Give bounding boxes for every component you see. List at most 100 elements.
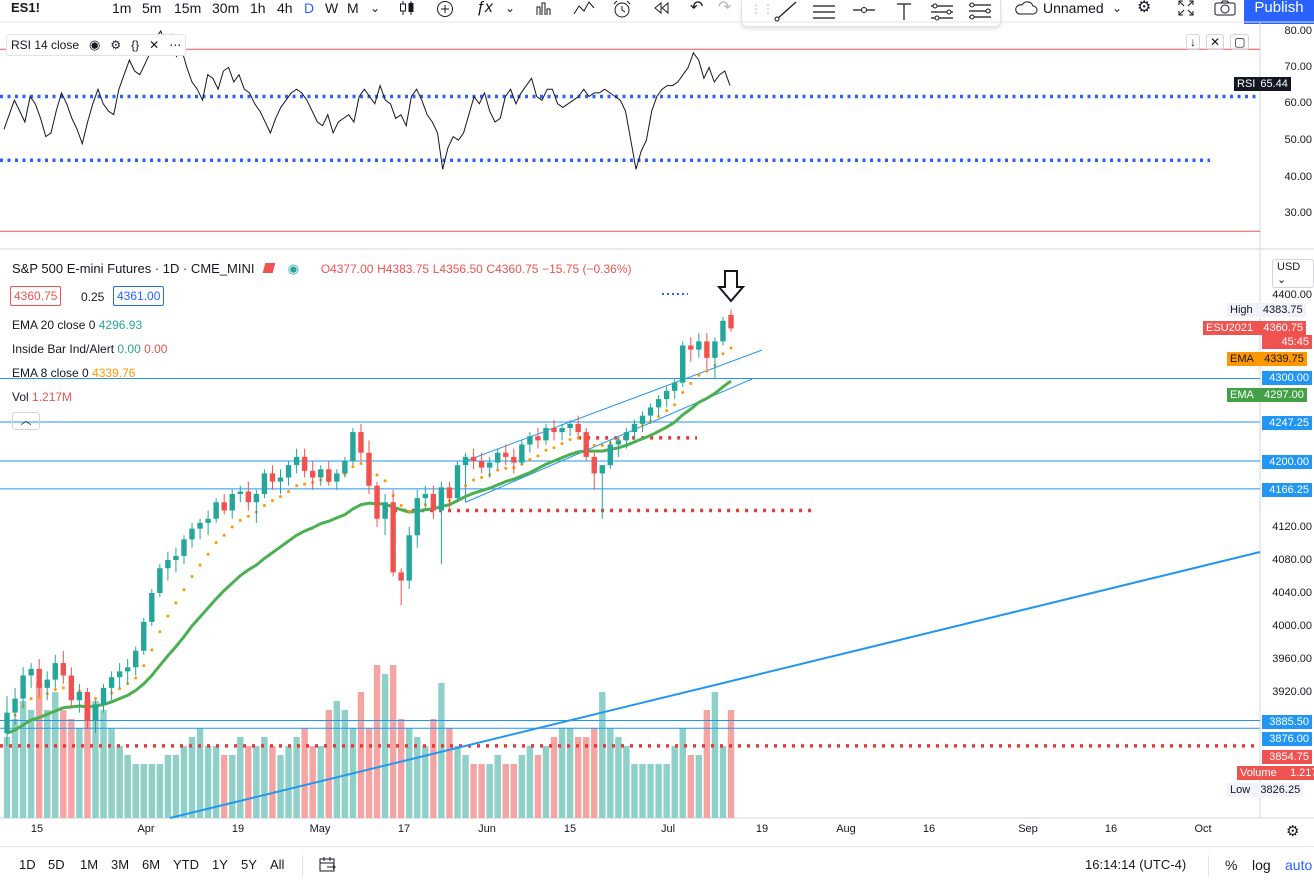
interval-m[interactable]: M	[347, 0, 359, 16]
vertical-line-icon[interactable]	[890, 0, 918, 24]
date-range-icon[interactable]	[319, 857, 337, 876]
volume-bar	[647, 764, 654, 818]
volume-bar	[19, 701, 27, 818]
ema8-point	[359, 461, 363, 465]
volume-bar	[462, 755, 469, 818]
hotlist-icon[interactable]	[573, 0, 595, 18]
candle-body	[543, 428, 549, 441]
maximize-pane-icon[interactable]: ▢	[1230, 34, 1250, 50]
interval-30m[interactable]: 30m	[212, 0, 240, 16]
close-pane-icon[interactable]: ✕	[1206, 34, 1225, 50]
indicator-ema8[interactable]: EMA 8 close 0 4339.76	[12, 366, 135, 380]
indicator-ema20[interactable]: EMA 20 close 0 4296.93	[12, 318, 142, 332]
ema8-point	[544, 448, 548, 452]
fullscreen-icon[interactable]	[1177, 0, 1195, 18]
gear-icon[interactable]: ⚙	[1137, 0, 1152, 16]
candle-body	[720, 320, 726, 342]
drag-handle-icon[interactable]: ⋮⋮	[750, 2, 774, 16]
range-ytd[interactable]: YTD	[173, 857, 199, 872]
candle-body	[615, 440, 622, 445]
candle-body	[374, 485, 380, 519]
interval-dropdown-icon[interactable]: ⌄	[370, 1, 381, 15]
ray-tools-icon[interactable]	[928, 0, 956, 24]
volume-bar	[454, 746, 461, 818]
publish-button[interactable]: Publish	[1244, 0, 1314, 24]
price-axis-label-tag: EMA	[1227, 352, 1257, 366]
ohlc-low: L4356.50	[432, 262, 483, 276]
candle-body	[301, 456, 308, 471]
ema8-point	[504, 466, 508, 470]
price-axis-label-value: 3826.25	[1253, 783, 1304, 797]
candle-body	[527, 436, 533, 445]
indicators-dropdown-icon[interactable]: ⌄	[505, 1, 516, 15]
rsi-legend[interactable]: RSI 14 close ◉ ⚙ {} ✕ ⋯	[6, 34, 187, 56]
parallel-lines-icon[interactable]	[966, 0, 994, 24]
sell-price-button[interactable]: 4360.75	[10, 286, 62, 306]
interval-5m[interactable]: 5m	[142, 0, 162, 16]
fx-indicators-icon[interactable]: ƒx	[476, 0, 493, 16]
indicator-volume[interactable]: Vol 1.217M	[12, 390, 72, 404]
settings-icon[interactable]: ⚙	[110, 38, 122, 52]
close-icon[interactable]: ✕	[149, 38, 160, 52]
candle-body	[454, 465, 461, 499]
horizontal-ray-icon[interactable]	[850, 0, 878, 24]
trendline-icon[interactable]	[772, 0, 800, 24]
cloud-icon[interactable]	[1013, 0, 1039, 18]
range-6m[interactable]: 6M	[142, 857, 161, 872]
candles-icon[interactable]	[398, 0, 416, 18]
range-3m[interactable]: 3M	[111, 857, 130, 872]
horizontal-line-icon[interactable]	[810, 0, 838, 24]
range-5y[interactable]: 5Y	[241, 857, 257, 872]
add-compare-icon[interactable]	[436, 0, 454, 18]
source-code-icon[interactable]: {}	[131, 38, 140, 52]
move-down-icon[interactable]: ↓	[1186, 34, 1200, 50]
range-1d[interactable]: 1D	[19, 857, 36, 872]
layout-name[interactable]: Unnamed	[1043, 0, 1104, 16]
indicator-inside-bar[interactable]: Inside Bar Ind/Alert 0.00 0.00	[12, 342, 167, 356]
range-1m[interactable]: 1M	[80, 857, 99, 872]
camera-icon[interactable]	[1214, 0, 1236, 18]
buy-price-button[interactable]: 4361.00	[113, 286, 165, 306]
interval-d[interactable]: D	[304, 0, 315, 16]
interval-4h[interactable]: 4h	[277, 0, 293, 16]
redo-icon[interactable]: ↷	[718, 0, 732, 16]
more-icon[interactable]: ⋯	[169, 38, 182, 52]
flag-icon[interactable]	[262, 263, 276, 273]
symbol-search[interactable]: ES1!	[11, 0, 40, 15]
interval-15m[interactable]: 15m	[174, 0, 202, 16]
auto-toggle[interactable]: auto	[1285, 857, 1313, 873]
candle-body	[551, 428, 557, 433]
volume-bar	[253, 746, 260, 818]
price-axis-label: EMA 4339.75	[1227, 352, 1307, 366]
alert-icon[interactable]	[612, 0, 632, 18]
candle-body	[318, 469, 324, 478]
volume-bar	[583, 737, 590, 818]
range-all[interactable]: All	[270, 857, 285, 872]
price-axis-label: 3854.75	[1262, 750, 1312, 764]
currency-selector[interactable]: USD ⌄	[1272, 259, 1314, 288]
log-toggle[interactable]: log	[1252, 857, 1271, 873]
range-5d[interactable]: 5D	[48, 857, 65, 872]
interval-1h[interactable]: 1h	[250, 0, 266, 16]
percent-toggle[interactable]: %	[1225, 857, 1238, 873]
rsi-tick: 80.00	[1284, 25, 1312, 37]
layout-dropdown-icon[interactable]: ⌄	[1112, 1, 1123, 15]
ohlc-high: H4383.75	[377, 262, 430, 276]
eye-icon[interactable]: ◉	[89, 37, 101, 52]
settings-gear-icon[interactable]: ⚙	[1286, 823, 1300, 840]
range-1y[interactable]: 1Y	[212, 857, 228, 872]
replay-icon[interactable]	[652, 0, 670, 18]
ema8-point	[190, 575, 194, 578]
volume-bar	[140, 764, 147, 818]
interval-1m[interactable]: 1m	[112, 0, 132, 16]
volume-bar	[132, 764, 139, 818]
ohlc-change: −15.75 (−0.36%)	[542, 262, 632, 276]
templates-icon[interactable]	[535, 0, 553, 18]
interval-w[interactable]: W	[325, 0, 339, 16]
main-legend[interactable]: S&P 500 E-mini Futures · 1D · CME_MINI ◉…	[12, 261, 632, 277]
undo-icon[interactable]: ↶	[690, 0, 704, 16]
candle-body	[631, 423, 638, 433]
collapse-legend-button[interactable]: ︿	[12, 412, 40, 430]
clock[interactable]: 16:14:14 (UTC-4)	[1085, 857, 1187, 872]
